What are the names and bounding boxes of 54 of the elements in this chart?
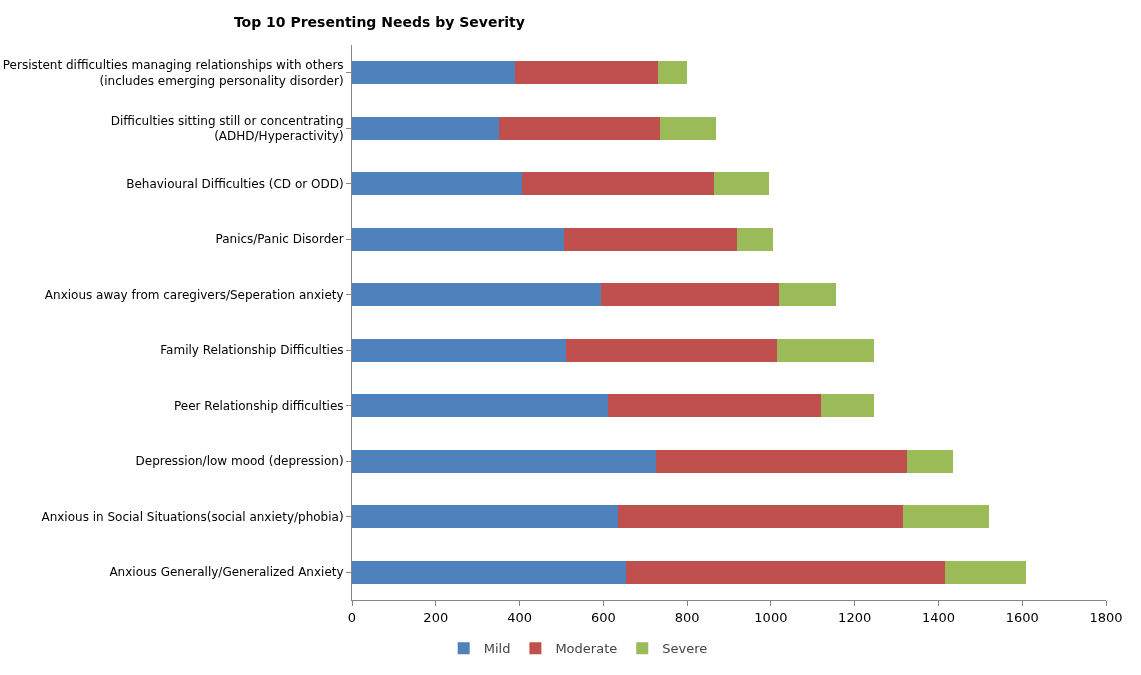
y-tick-label: Family Relationship Difficulties	[160, 343, 344, 358]
bar	[626, 560, 945, 584]
bar	[659, 116, 717, 140]
legend-label: Moderate	[555, 641, 618, 657]
bar	[352, 172, 522, 196]
bar	[779, 283, 836, 307]
legend-label: Severe	[662, 641, 708, 657]
bar	[352, 227, 564, 251]
bar	[944, 560, 1027, 584]
x-tick-label: 800	[674, 609, 700, 625]
bar	[655, 449, 908, 473]
bar	[352, 61, 516, 85]
bar	[352, 116, 499, 140]
bar	[902, 505, 989, 529]
y-tick-label: Anxious away from caregivers/Seperation anxiety	[44, 287, 344, 302]
legend-label: Mild	[483, 641, 511, 657]
bar	[352, 338, 566, 362]
y-tick-label: Peer Relationship difficulties	[174, 398, 344, 413]
x-tick-label: 1000	[754, 609, 788, 625]
bar	[714, 172, 769, 196]
x-tick-label: 0	[347, 609, 357, 625]
bar	[657, 61, 688, 85]
bar	[352, 505, 618, 529]
bar	[498, 116, 660, 140]
bar	[352, 394, 608, 418]
bar	[521, 172, 715, 196]
y-tick-label: Panics/Panic Disorder	[215, 232, 344, 247]
bar	[617, 505, 903, 529]
x-tick-label: 200	[423, 609, 449, 625]
x-tick-label: 1200	[838, 609, 872, 625]
bar	[737, 227, 773, 251]
bar	[601, 283, 780, 307]
y-tick-label: Behavioural Difficulties (CD or ODD)	[126, 176, 344, 191]
x-tick-label: 1600	[1005, 609, 1039, 625]
bar	[907, 449, 954, 473]
y-tick-label: Difficulties sitting still or concentrating (ADHD/Hyperactivity)	[110, 113, 344, 144]
chart-title: Top 10 Presenting Needs by Severity	[233, 13, 525, 30]
bar	[352, 283, 602, 307]
bar	[352, 449, 656, 473]
bar	[607, 394, 822, 418]
bar	[515, 61, 658, 85]
x-tick-label: 1400	[921, 609, 955, 625]
x-tick-label: 1800	[1089, 609, 1123, 625]
bar	[563, 227, 738, 251]
x-tick-label: 400	[507, 609, 532, 625]
y-tick-label: Anxious in Social Situations(social anxiety/phobia)	[41, 509, 344, 524]
bar	[352, 560, 627, 584]
bar	[821, 394, 874, 418]
y-tick-label: Depression/low mood (depression)	[135, 454, 344, 469]
bar	[565, 338, 778, 362]
y-tick-label: Anxious Generally/Generalized Anxiety	[109, 565, 344, 580]
x-tick-label: 600	[590, 609, 616, 625]
y-tick-label: Persistent difficulties managing relationships with others (includes emerging personality disorder)	[2, 58, 344, 88]
bar	[777, 338, 874, 362]
